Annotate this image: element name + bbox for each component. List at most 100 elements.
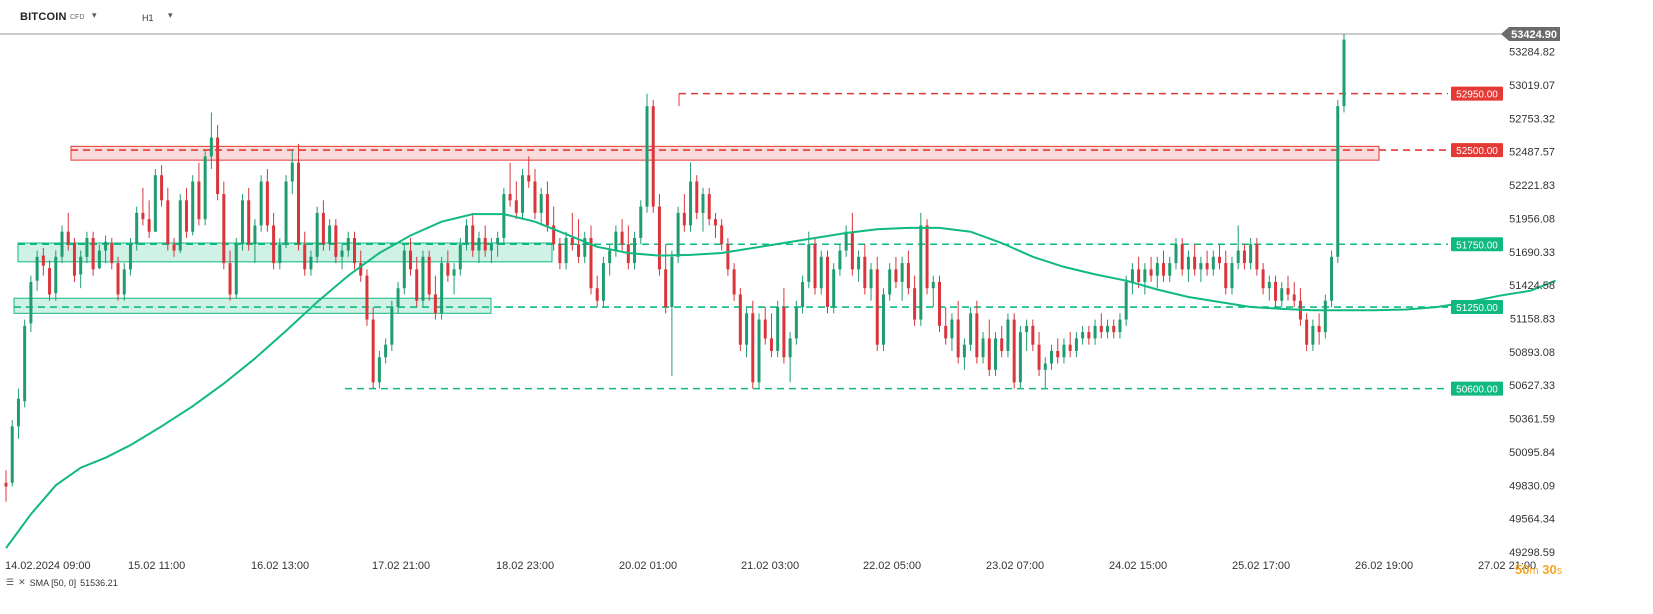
settings-icon[interactable]: ☰ bbox=[6, 577, 15, 587]
candle-body bbox=[141, 212, 145, 220]
candle-body bbox=[950, 319, 954, 339]
candle-body bbox=[1267, 281, 1271, 289]
candle-body bbox=[1305, 319, 1309, 345]
candle-body bbox=[857, 256, 861, 270]
candle-body bbox=[390, 307, 394, 345]
candle-body bbox=[346, 237, 350, 251]
candle-body bbox=[153, 175, 157, 232]
level-tag-label: 51250.00 bbox=[1456, 303, 1498, 314]
candle-body bbox=[1168, 263, 1172, 276]
candle-body bbox=[745, 313, 749, 345]
candle-body bbox=[682, 212, 686, 226]
candle-body bbox=[483, 237, 487, 251]
candle-body bbox=[458, 244, 462, 270]
candle-body bbox=[85, 237, 89, 257]
candle-body bbox=[365, 275, 369, 320]
y-tick-label: 51690.33 bbox=[1509, 247, 1555, 259]
candle-body bbox=[944, 325, 948, 339]
candle-body bbox=[1112, 325, 1116, 333]
candle-body bbox=[1056, 350, 1060, 358]
candle-body bbox=[253, 225, 257, 245]
candle-body bbox=[222, 194, 226, 264]
symbol-dropdown-icon[interactable]: ▾ bbox=[92, 10, 97, 20]
candle-body bbox=[832, 269, 836, 308]
symbol-name[interactable]: BITCOIN bbox=[20, 11, 67, 23]
candle-body bbox=[29, 281, 33, 324]
candle-body bbox=[209, 137, 213, 157]
candle-body bbox=[670, 256, 674, 308]
candle-body bbox=[782, 307, 786, 358]
y-tick-label: 51956.08 bbox=[1509, 213, 1555, 225]
candle-body bbox=[1087, 332, 1091, 339]
y-tick-label: 50361.59 bbox=[1509, 414, 1555, 426]
candle-body bbox=[54, 256, 58, 294]
candle-body bbox=[595, 288, 599, 301]
y-tick-label: 51158.83 bbox=[1510, 313, 1555, 325]
candle-body bbox=[321, 212, 325, 245]
candle-body bbox=[234, 244, 238, 295]
y-tick-label: 50627.33 bbox=[1509, 380, 1555, 392]
candle-body bbox=[1006, 319, 1010, 351]
candle-body bbox=[1317, 325, 1321, 333]
candle-body bbox=[1242, 250, 1246, 264]
level-tag-label: 51750.00 bbox=[1456, 240, 1498, 251]
candle-body bbox=[334, 225, 338, 257]
candle-body bbox=[583, 237, 587, 257]
candle-body bbox=[1118, 319, 1122, 333]
candle-body bbox=[1230, 263, 1234, 289]
candle-body bbox=[1199, 263, 1203, 270]
countdown-minutes: 50 bbox=[1515, 562, 1530, 577]
zone-support bbox=[13, 297, 492, 314]
candle-body bbox=[757, 319, 761, 383]
candle-body bbox=[577, 244, 581, 257]
close-icon[interactable]: ✕ bbox=[18, 577, 26, 587]
y-tick-label: 53284.82 bbox=[1509, 47, 1555, 59]
candle-body bbox=[614, 231, 618, 251]
candle-body bbox=[919, 225, 923, 320]
candle-body bbox=[633, 237, 637, 264]
candle-body bbox=[1255, 244, 1259, 270]
candle-body bbox=[527, 175, 531, 182]
level-tag-label: 52950.00 bbox=[1456, 90, 1498, 101]
timeframe-label[interactable]: H1 bbox=[142, 13, 154, 23]
y-tick-label: 52753.32 bbox=[1509, 113, 1555, 125]
candle-body bbox=[1037, 344, 1041, 370]
indicator-legend: ☰ ✕ SMA [50, 0] 51536.21 bbox=[6, 577, 118, 588]
candle-body bbox=[1155, 263, 1159, 276]
candle-body bbox=[676, 212, 680, 257]
candle-body bbox=[272, 225, 276, 264]
level-lines bbox=[14, 92, 1448, 390]
candle-body bbox=[975, 313, 979, 358]
candle-body bbox=[278, 244, 282, 264]
candle-body bbox=[60, 231, 64, 257]
candle-body bbox=[514, 200, 518, 213]
candle-body bbox=[931, 281, 935, 289]
level-tag-label: 52500.00 bbox=[1456, 146, 1498, 157]
candle-body bbox=[707, 194, 711, 220]
candle-body bbox=[732, 269, 736, 295]
candle-body bbox=[651, 106, 655, 207]
candle-body bbox=[259, 181, 263, 226]
candle-body bbox=[496, 237, 500, 245]
candle-body bbox=[1149, 269, 1153, 276]
candle-body bbox=[589, 237, 593, 289]
candle-body bbox=[471, 225, 475, 251]
candle-body bbox=[79, 256, 83, 275]
candle-body bbox=[521, 175, 525, 213]
candle-body bbox=[147, 219, 151, 232]
candle-body bbox=[813, 244, 817, 289]
candle-body bbox=[801, 281, 805, 308]
candle-body bbox=[240, 200, 244, 245]
countdown-seconds: 30 bbox=[1542, 562, 1557, 577]
candle-body bbox=[863, 256, 867, 289]
candle-body bbox=[72, 243, 76, 276]
candle-body bbox=[216, 137, 220, 195]
candle-body bbox=[1193, 256, 1197, 270]
y-tick-label: 49830.09 bbox=[1509, 480, 1555, 492]
timeframe-dropdown-icon[interactable]: ▾ bbox=[168, 10, 173, 20]
candle-body bbox=[452, 269, 456, 276]
candle-body bbox=[197, 181, 201, 220]
candle-body bbox=[570, 237, 574, 245]
candle-body bbox=[440, 263, 444, 314]
